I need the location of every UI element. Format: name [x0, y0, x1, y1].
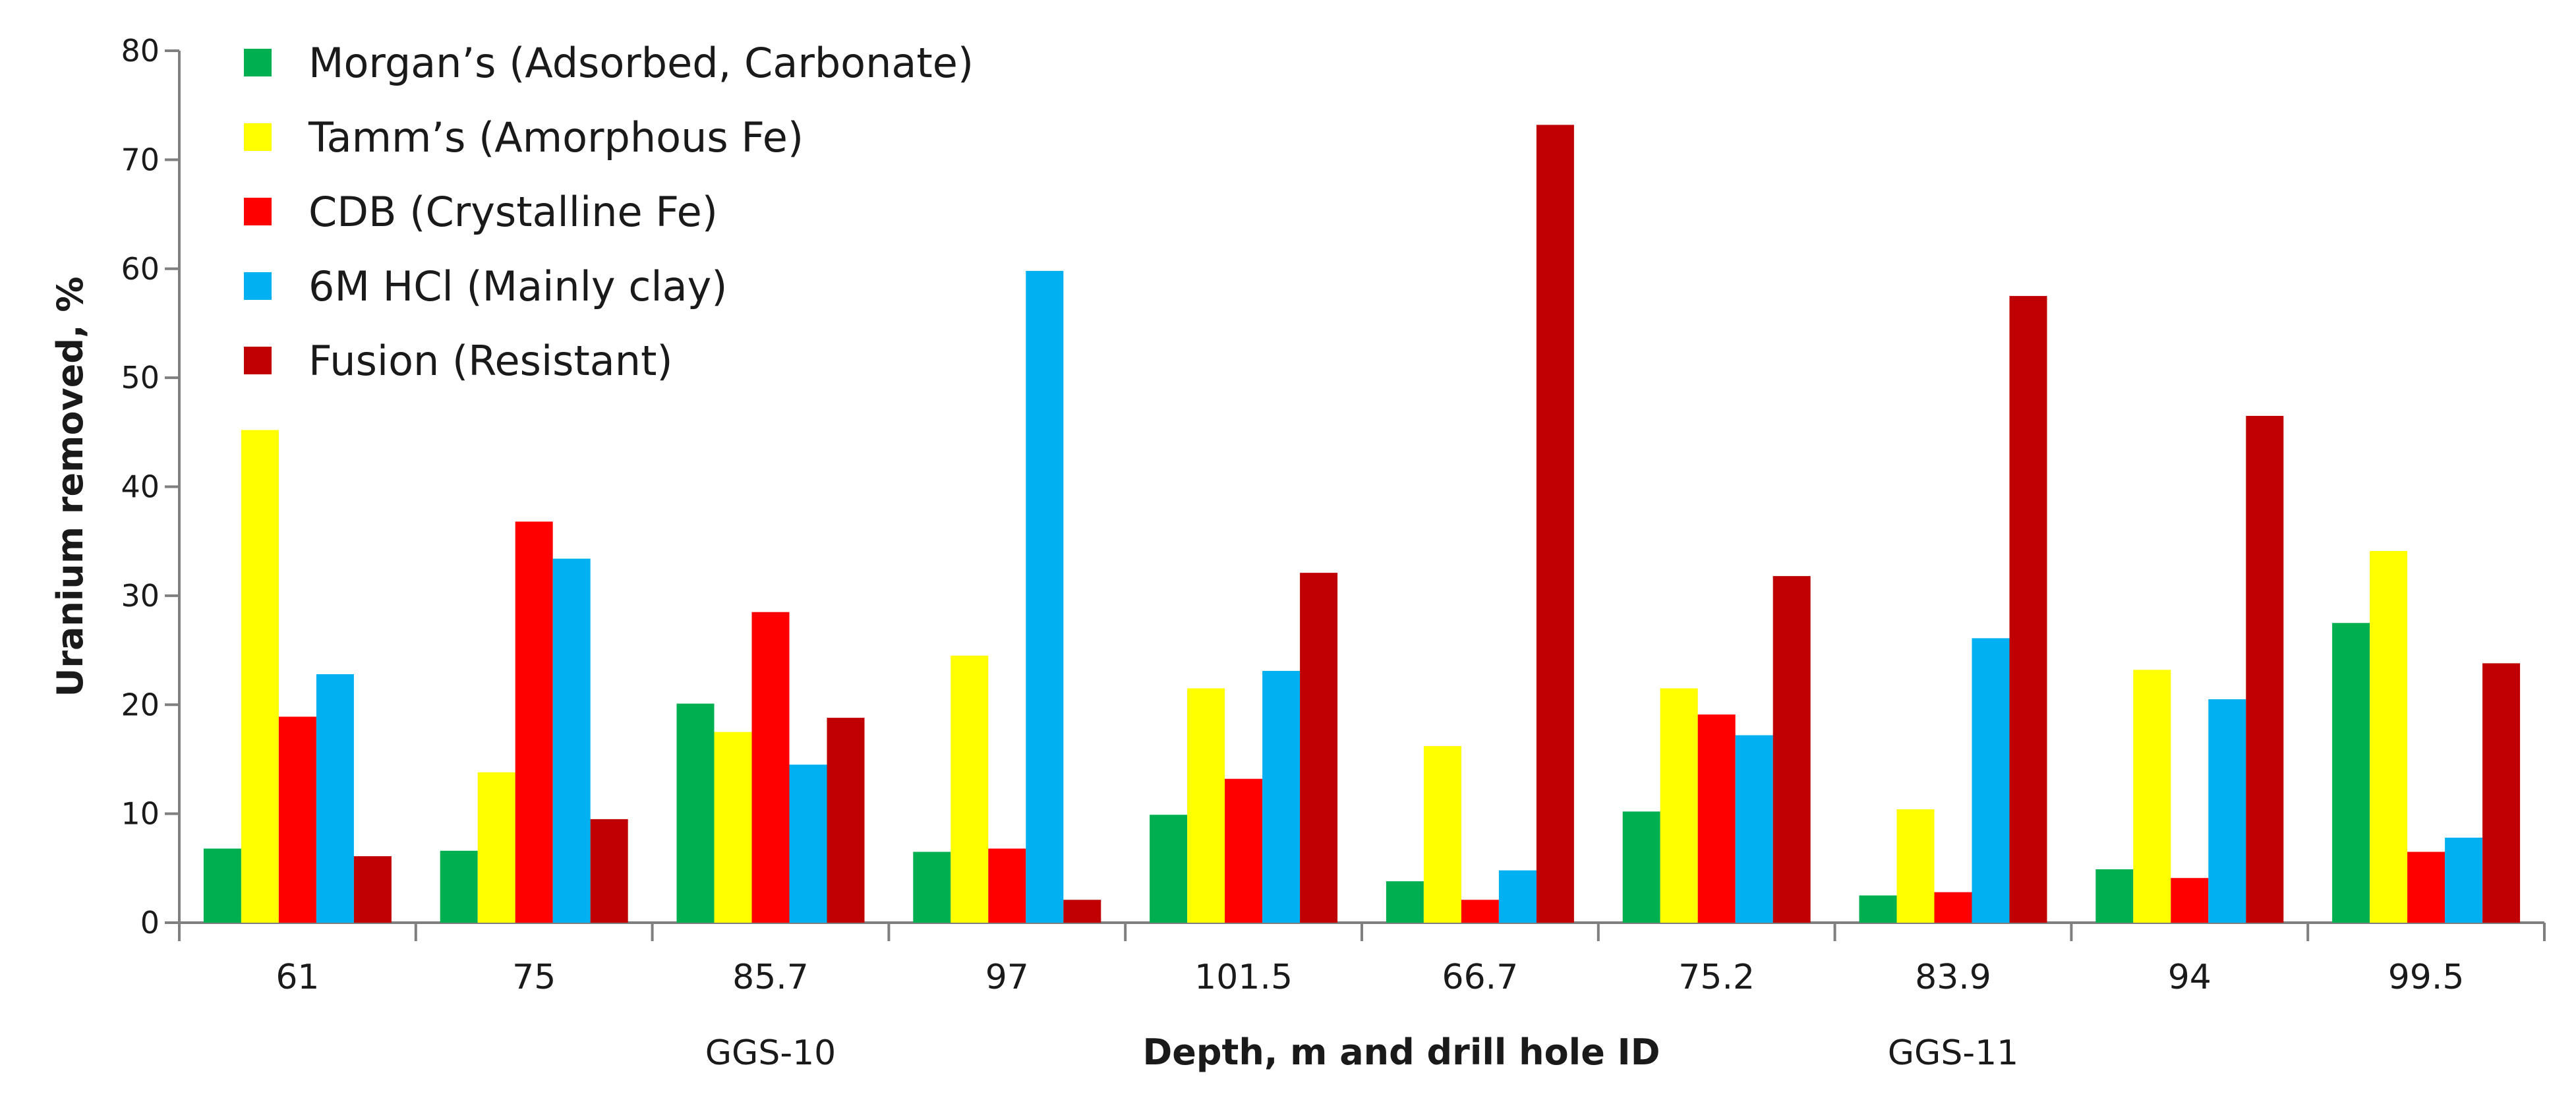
bar — [789, 765, 827, 923]
bar — [203, 848, 241, 923]
legend: Morgan’s (Adsorbed, Carbonate) Tamm’s (Am… — [244, 39, 974, 385]
bar — [1735, 735, 1773, 923]
bar — [1896, 809, 1935, 923]
y-tick-label: 60 — [121, 251, 160, 287]
group-label: GGS-11 — [1888, 1033, 2019, 1073]
x-tick-label: 75 — [512, 958, 556, 997]
bar — [353, 856, 392, 923]
x-tick-label: 83.9 — [1915, 958, 1991, 997]
bar — [951, 655, 989, 923]
bar — [1063, 900, 1101, 923]
bar — [552, 558, 591, 923]
bar — [278, 716, 316, 923]
x-tick-label: 85.7 — [732, 958, 809, 997]
bar — [2171, 878, 2209, 923]
group-label: GGS-10 — [705, 1033, 836, 1073]
bar — [1622, 811, 1660, 923]
bar — [714, 732, 752, 923]
bar — [1461, 900, 1499, 923]
bar — [1660, 688, 1698, 923]
bar — [2208, 699, 2246, 923]
legend-label: 6M HCl (Mainly clay) — [308, 262, 728, 310]
y-tick-label: 50 — [121, 360, 160, 395]
bar — [751, 612, 790, 923]
bar — [1187, 688, 1225, 923]
bar — [1225, 778, 1263, 923]
y-tick-label: 40 — [121, 469, 160, 505]
bar — [1262, 670, 1301, 923]
bar — [1972, 638, 2010, 923]
bar — [2370, 551, 2408, 923]
bar — [2445, 838, 2483, 923]
bar — [1536, 125, 1574, 923]
bar — [1772, 576, 1811, 923]
bar — [440, 850, 478, 923]
bar — [913, 852, 951, 923]
x-tick-label: 94 — [2168, 958, 2211, 997]
y-tick-label: 10 — [121, 796, 160, 832]
bar — [1934, 892, 1972, 923]
legend-label: Morgan’s (Adsorbed, Carbonate) — [308, 39, 974, 87]
bar — [1859, 895, 1897, 923]
legend-label: Tamm’s (Amorphous Fe) — [308, 113, 804, 161]
y-axis: 0 10 20 30 40 50 60 70 80 — [121, 33, 181, 940]
legend-swatch — [244, 198, 272, 225]
bar — [1150, 815, 1188, 923]
x-tick-label: 75.2 — [1678, 958, 1755, 997]
bar — [2009, 296, 2047, 923]
bar — [1697, 714, 1736, 923]
bar — [827, 718, 865, 923]
x-tick-label: 101.5 — [1194, 958, 1293, 997]
legend-label: Fusion (Resistant) — [308, 337, 673, 385]
x-axis-title: Depth, m and drill hole ID — [1142, 1031, 1660, 1073]
bar — [1026, 271, 1064, 923]
legend-swatch — [244, 123, 272, 151]
legend-swatch — [244, 272, 272, 300]
bar — [676, 703, 715, 923]
bar — [2133, 670, 2171, 923]
y-tick-label: 80 — [121, 33, 160, 69]
y-tick-label: 70 — [121, 142, 160, 177]
x-tick-label: 61 — [276, 958, 319, 997]
bar — [2332, 623, 2370, 923]
bar — [241, 430, 279, 923]
bar — [1386, 881, 1424, 923]
x-tick-label: 66.7 — [1442, 958, 1519, 997]
bar — [1498, 870, 1537, 923]
bar — [2246, 416, 2284, 923]
bar — [2407, 852, 2445, 923]
bar — [477, 772, 515, 923]
y-tick-label: 20 — [121, 687, 160, 722]
bar — [1423, 746, 1461, 923]
bar — [590, 819, 628, 923]
y-tick-label: 30 — [121, 578, 160, 614]
legend-label: CDB (Crystalline Fe) — [308, 188, 718, 236]
y-axis-title: Uranium removed, % — [49, 277, 91, 697]
bar — [2095, 869, 2134, 923]
legend-swatch — [244, 49, 272, 76]
bar — [515, 521, 553, 923]
bar — [316, 674, 354, 923]
x-tick-label: 99.5 — [2388, 958, 2465, 997]
y-tick-label: 0 — [140, 905, 160, 940]
bar — [1300, 573, 1338, 923]
legend-swatch — [244, 347, 272, 374]
x-tick-label: 97 — [985, 958, 1029, 997]
bars — [203, 125, 2521, 923]
bar — [988, 848, 1026, 923]
bar — [2482, 663, 2521, 923]
